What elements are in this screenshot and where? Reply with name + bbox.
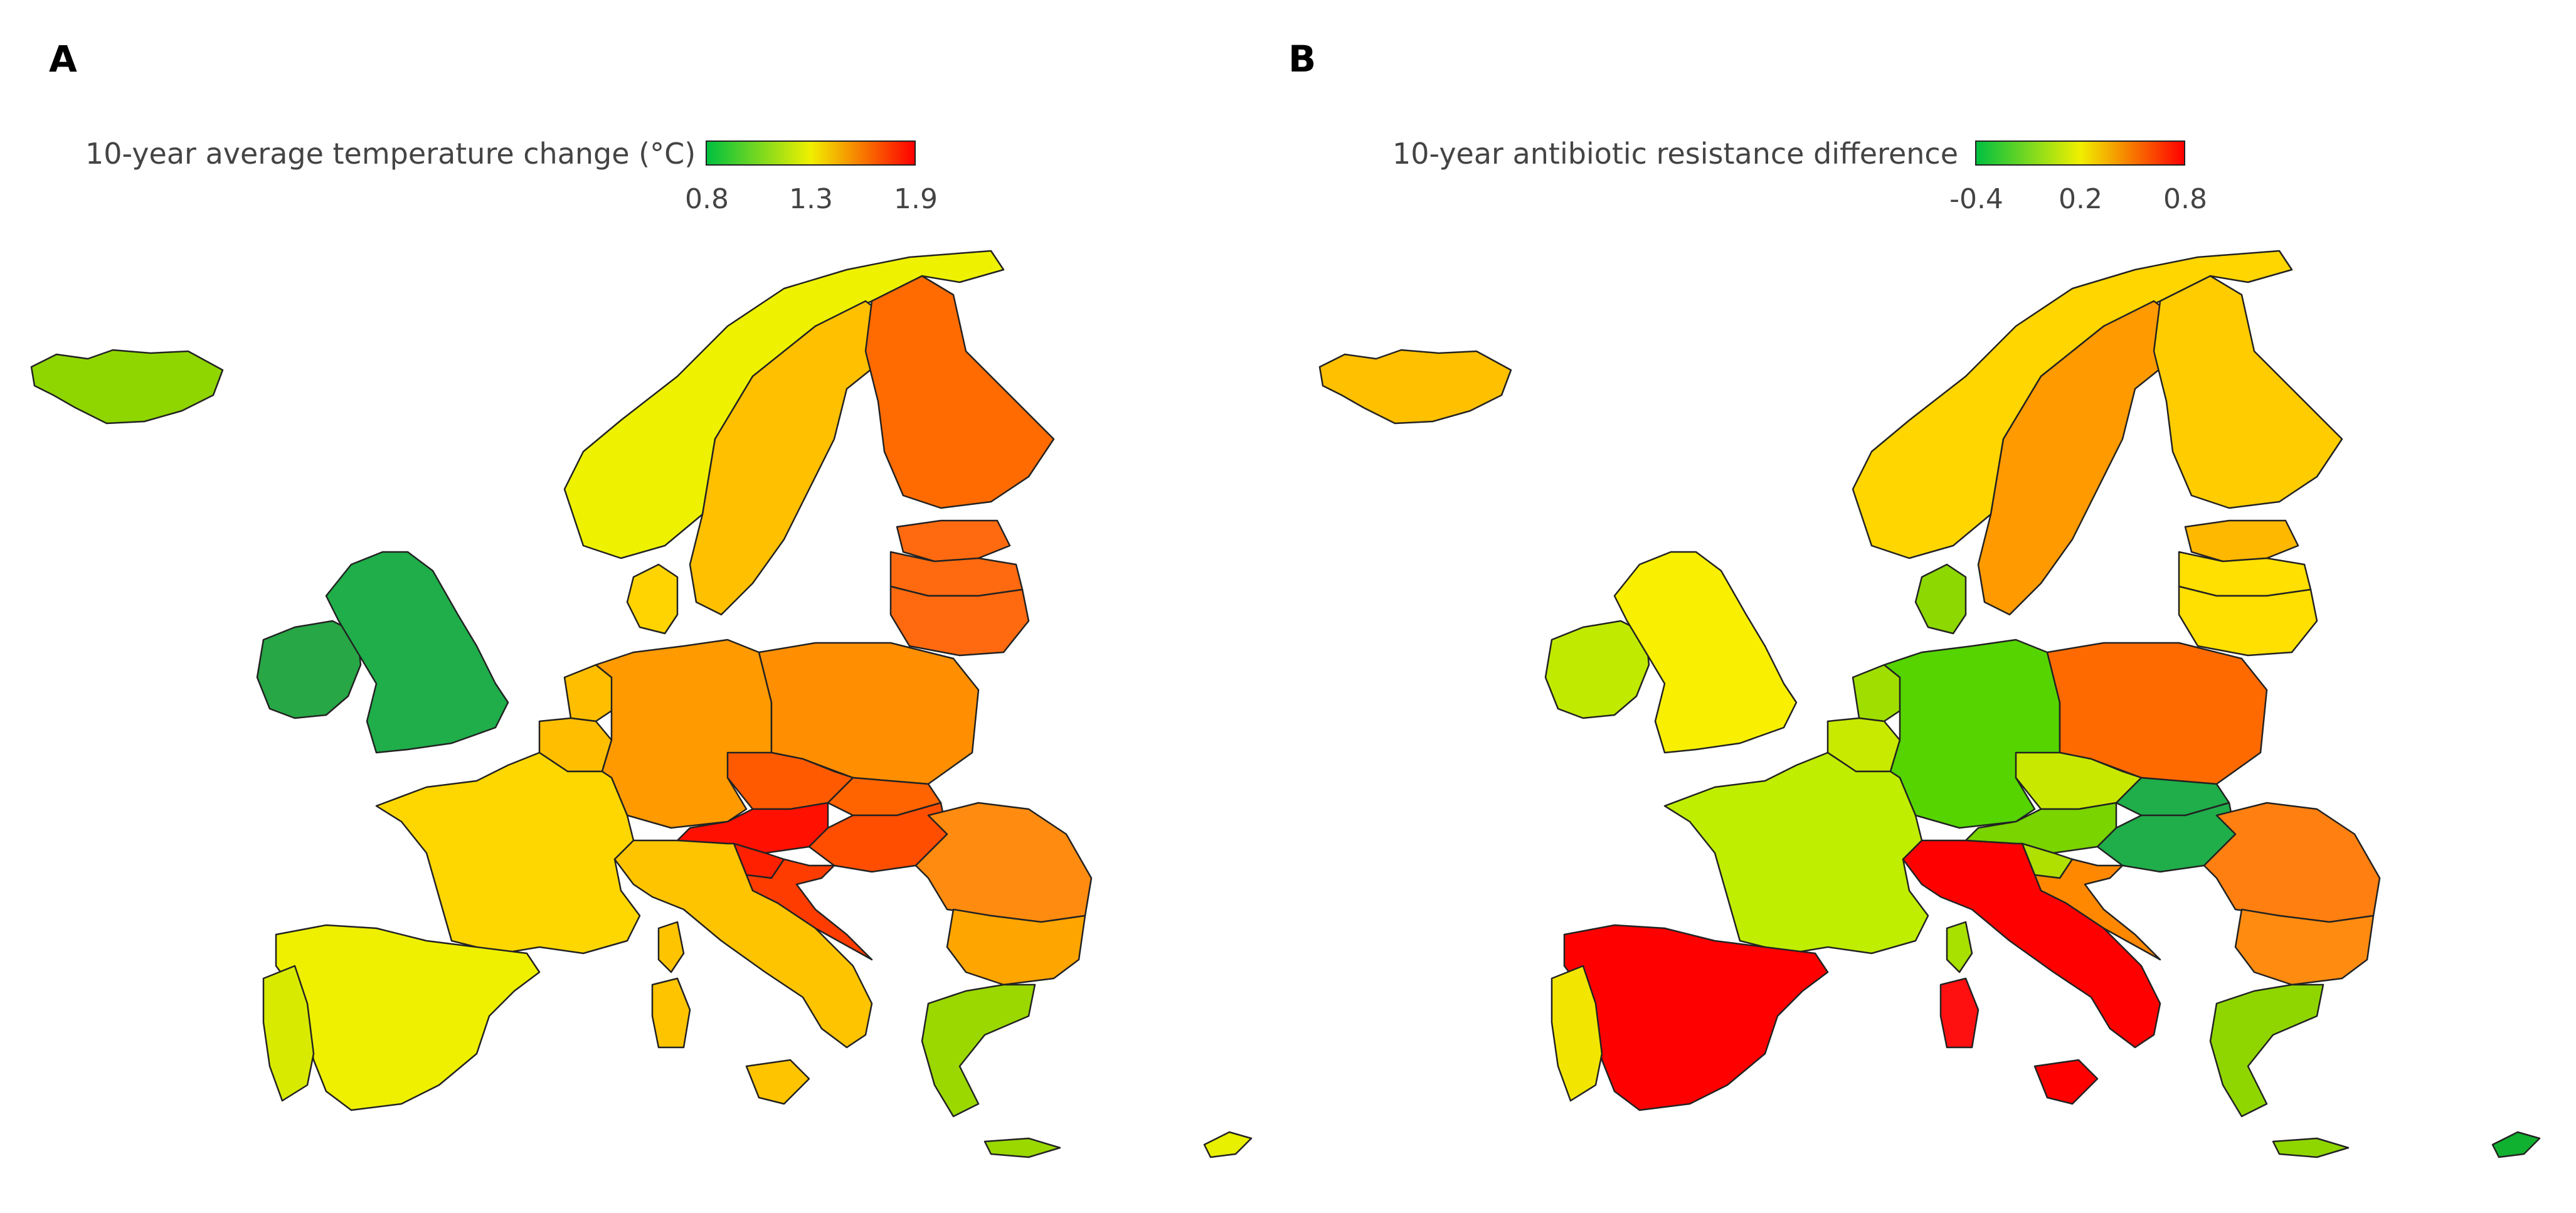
country-bulgaria (946, 908, 1086, 986)
country-sicily (745, 1059, 810, 1105)
country-cyprus (2491, 1131, 2541, 1158)
country-portugal (262, 965, 315, 1102)
legend-tick-mid: 0.2 (2059, 183, 2102, 215)
country-ireland (1544, 620, 1650, 719)
country-crete (983, 1137, 1061, 1158)
country-ireland (256, 620, 362, 719)
country-estonia (896, 519, 1011, 563)
legend-title: 10-year antibiotic resistance difference (1392, 137, 1959, 171)
country-italy (613, 839, 873, 1049)
legend-colorbar (706, 140, 916, 166)
country-cyprus (1203, 1131, 1253, 1158)
legend-tick-mid: 1.3 (789, 183, 833, 215)
country-denmark (626, 563, 679, 635)
country-corsica (1946, 921, 1973, 973)
country-poland (758, 642, 980, 785)
country-france (375, 751, 641, 955)
legend-tick-max: 0.8 (2163, 183, 2207, 215)
panel-a: A 10-year average temperature change (°C… (30, 38, 1253, 1158)
country-norway (563, 250, 1005, 559)
country-crete (2272, 1137, 2350, 1158)
country-corsica (657, 921, 685, 973)
legend-tick-max: 1.9 (894, 183, 938, 215)
country-spain (1563, 924, 1829, 1111)
country-sicily (2033, 1059, 2099, 1105)
legend-title: 10-year average temperature change (°C) (85, 137, 696, 171)
country-romania (914, 802, 1093, 923)
country-sweden (689, 300, 892, 616)
country-iceland (30, 349, 224, 425)
country-poland (2046, 642, 2268, 785)
country-france (1663, 751, 1929, 955)
country-norway (1852, 250, 2293, 559)
country-portugal (1550, 965, 1603, 1102)
panel-label: A (49, 38, 77, 80)
country-germany (1883, 638, 2061, 829)
europe-map (30, 250, 1253, 1158)
country-spain (275, 924, 541, 1111)
country-sweden (1977, 300, 2180, 616)
country-greece (921, 983, 1036, 1118)
country-italy (1902, 839, 2161, 1049)
country-greece (2209, 983, 2324, 1118)
panel-b: B 10-year antibiotic resistance differen… (1288, 0, 2576, 1213)
country-germany (595, 638, 773, 829)
country-uk (1613, 551, 1798, 754)
country-lithuania (889, 585, 1030, 657)
country-finland (864, 275, 1055, 509)
europe-map (1318, 250, 2541, 1158)
country-romania (2203, 802, 2381, 923)
country-finland (2153, 275, 2343, 509)
country-sardinia (651, 977, 691, 1049)
country-lithuania (2178, 585, 2318, 657)
country-bulgaria (2234, 908, 2375, 986)
country-uk (325, 551, 509, 754)
country-estonia (2184, 519, 2299, 563)
legend-tick-min: -0.4 (1949, 183, 2003, 215)
country-iceland (1318, 349, 1512, 425)
legend-tick-min: 0.8 (685, 183, 729, 215)
country-denmark (1914, 563, 1967, 635)
legend-colorbar (1975, 140, 2185, 166)
country-sardinia (1939, 977, 1980, 1049)
panel-label: B (1288, 38, 1317, 80)
